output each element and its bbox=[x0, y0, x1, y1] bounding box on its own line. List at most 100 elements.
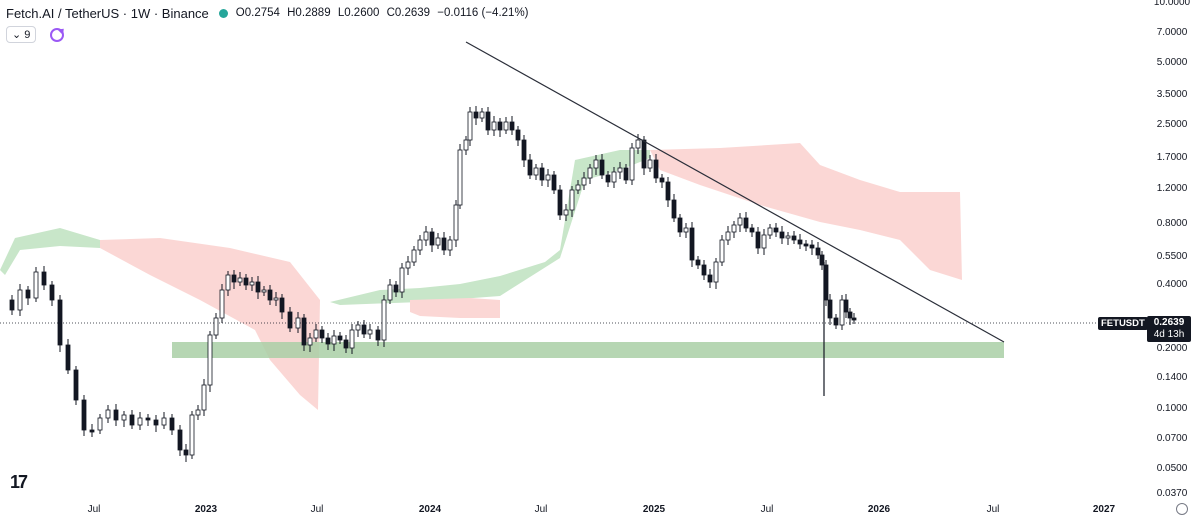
candle-up bbox=[575, 184, 581, 191]
candle-down bbox=[361, 324, 367, 335]
candle-up bbox=[463, 139, 469, 151]
candle-up bbox=[423, 231, 429, 241]
chart-area[interactable] bbox=[0, 0, 1144, 496]
candle-up bbox=[719, 239, 725, 263]
candle-down bbox=[319, 329, 325, 339]
candle-down bbox=[665, 181, 671, 201]
candle-down bbox=[707, 274, 713, 283]
candle-down bbox=[9, 299, 15, 311]
time-axis[interactable]: Jul 2023 Jul 2024 Jul 2025 Jul 2026 Jul … bbox=[0, 496, 1144, 522]
candle-down bbox=[641, 139, 647, 169]
candle-down bbox=[701, 264, 707, 276]
candle-down bbox=[169, 417, 175, 431]
candle-up bbox=[731, 224, 737, 233]
candle-down bbox=[393, 284, 399, 293]
y-tick: 0.5500 bbox=[1156, 251, 1188, 262]
candle-down bbox=[497, 121, 503, 131]
y-tick: 3.5000 bbox=[1156, 89, 1188, 100]
candle-up bbox=[479, 111, 485, 119]
y-tick: 0.8000 bbox=[1156, 218, 1188, 229]
candle-down bbox=[129, 414, 135, 426]
candle-down bbox=[441, 237, 447, 251]
candle-down bbox=[57, 299, 63, 346]
chart-header: Fetch.AI / TetherUS · 1W · Binance O0.27… bbox=[6, 4, 533, 22]
candle-up bbox=[435, 237, 441, 246]
candle-down bbox=[551, 174, 557, 191]
indicator-toggle-button[interactable]: ⌄ 9 bbox=[6, 26, 37, 43]
candle-up bbox=[349, 329, 355, 349]
candle-up bbox=[105, 409, 111, 419]
candle-down bbox=[153, 419, 159, 426]
candle-down bbox=[671, 199, 677, 219]
y-tick: 0.0500 bbox=[1156, 463, 1188, 474]
candle-up bbox=[569, 189, 575, 211]
candle-down bbox=[183, 449, 189, 456]
refresh-icon[interactable] bbox=[50, 27, 65, 42]
candle-down bbox=[325, 337, 331, 345]
candle-down bbox=[557, 189, 563, 216]
x-tick: Jul bbox=[986, 504, 1000, 515]
candle-down bbox=[113, 409, 119, 421]
candle-down bbox=[653, 159, 659, 179]
candle-up bbox=[411, 249, 417, 263]
candle-down bbox=[515, 129, 521, 141]
candle-down bbox=[779, 231, 785, 239]
candle-down bbox=[473, 111, 479, 119]
candle-down bbox=[267, 289, 273, 301]
candle-down bbox=[429, 231, 435, 246]
close-value: C0.2639 bbox=[386, 7, 431, 19]
price-chart[interactable] bbox=[0, 0, 1144, 496]
candle-up bbox=[617, 167, 623, 173]
price-axis[interactable]: 10.0000 7.0000 5.0000 3.5000 2.5000 1.70… bbox=[1144, 0, 1200, 499]
ichimoku-cloud-red bbox=[410, 298, 500, 318]
candle-up bbox=[587, 167, 593, 179]
open-value: O0.2754 bbox=[235, 7, 280, 19]
candle-down bbox=[539, 167, 545, 181]
candle-down bbox=[41, 271, 47, 286]
candle-down bbox=[833, 317, 839, 326]
change-value: −0.0116 (−4.21%) bbox=[437, 7, 529, 19]
candle-up bbox=[767, 227, 773, 236]
candle-up bbox=[273, 297, 279, 301]
candle-up bbox=[161, 417, 167, 426]
candle-up bbox=[121, 414, 127, 421]
candle-down bbox=[773, 227, 779, 233]
tradingview-logo-icon[interactable]: 17 bbox=[10, 472, 28, 492]
last-price-badge: 0.2639 4d 13h bbox=[1147, 316, 1191, 342]
candle-down bbox=[803, 243, 809, 247]
candle-down bbox=[343, 339, 349, 349]
candle-up bbox=[405, 261, 411, 269]
candle-up bbox=[683, 227, 689, 233]
ichimoku-cloud-green bbox=[330, 150, 650, 305]
symbol-title[interactable]: Fetch.AI / TetherUS · 1W · Binance bbox=[6, 5, 209, 21]
y-tick: 10.0000 bbox=[1153, 0, 1191, 8]
y-tick: 2.5000 bbox=[1156, 119, 1188, 130]
x-tick: Jul bbox=[760, 504, 774, 515]
candle-up bbox=[237, 277, 243, 283]
candle-down bbox=[509, 121, 515, 131]
candle-up bbox=[457, 149, 463, 206]
candle-up bbox=[399, 267, 405, 293]
market-status-dot-icon bbox=[218, 8, 228, 18]
candle-down bbox=[527, 159, 533, 176]
candle-up bbox=[295, 317, 301, 329]
candle-up bbox=[17, 289, 23, 311]
candle-up bbox=[839, 299, 845, 326]
candle-down bbox=[177, 429, 183, 451]
candle-up bbox=[417, 239, 423, 251]
candle-up bbox=[611, 171, 617, 183]
candle-down bbox=[809, 244, 815, 249]
candle-up bbox=[195, 409, 201, 416]
candle-up bbox=[219, 289, 225, 319]
trendline[interactable] bbox=[465, 41, 1005, 343]
candle-up bbox=[97, 417, 103, 431]
settings-icon[interactable] bbox=[1176, 503, 1188, 515]
symbol-badge: FETUSDT bbox=[1098, 317, 1148, 330]
candle-up bbox=[313, 329, 319, 339]
candle-down bbox=[375, 329, 381, 341]
high-value: H0.2889 bbox=[287, 7, 331, 19]
candle-up bbox=[785, 235, 791, 239]
candle-down bbox=[819, 254, 825, 266]
candle-down bbox=[255, 281, 261, 293]
x-tick: 2026 bbox=[867, 504, 891, 515]
